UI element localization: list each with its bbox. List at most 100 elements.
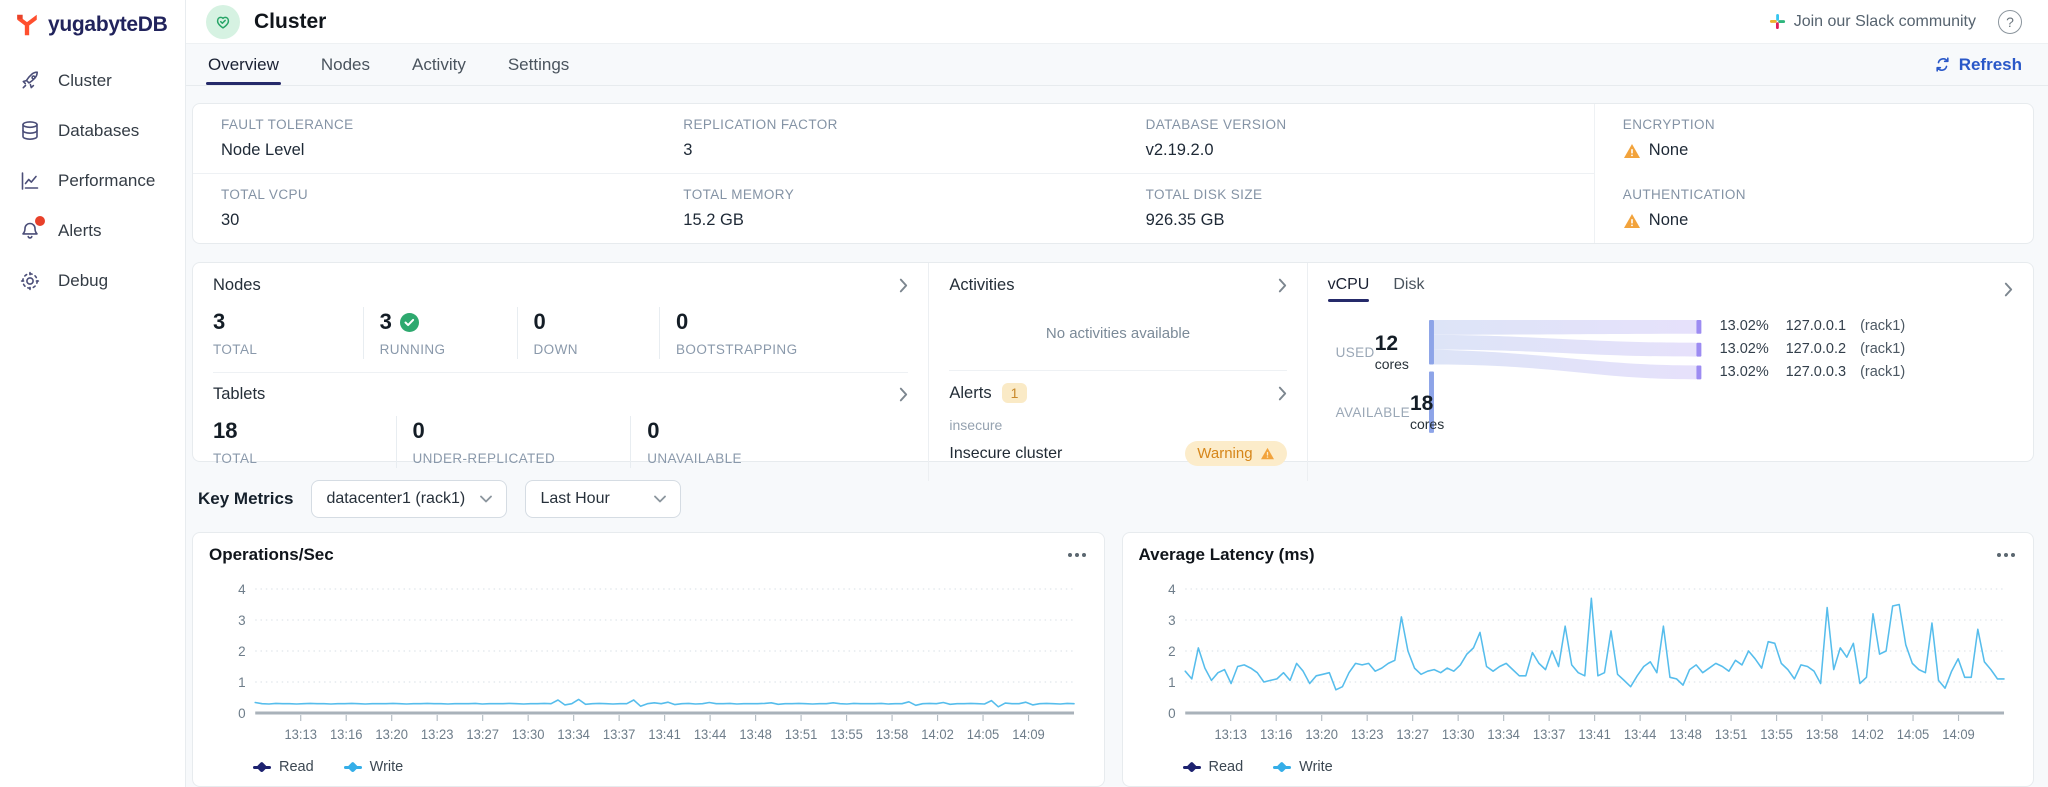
svg-text:13:55: 13:55 (830, 727, 863, 742)
nodes-stat-bootstrapping: 0 BOOTSTRAPPING (659, 307, 908, 359)
sidebar-item-performance[interactable]: Performance (0, 156, 185, 206)
tablets-panel-title: Tablets (213, 385, 266, 403)
svg-text:3: 3 (238, 613, 246, 628)
tab-nodes[interactable]: Nodes (320, 54, 370, 74)
svg-text:13:13: 13:13 (284, 727, 317, 742)
warning-triangle-icon (1623, 213, 1640, 228)
field-value: 3 (683, 141, 693, 159)
svg-text:13:13: 13:13 (1214, 727, 1247, 742)
chart-legend: Read Write (253, 759, 1088, 775)
available-label: AVAILABLE (1335, 404, 1410, 420)
alert-name: Insecure cluster (949, 444, 1063, 462)
region-select[interactable]: datacenter1 (rack1) (311, 480, 508, 518)
write-series-marker (343, 763, 362, 772)
read-series-marker (253, 763, 271, 772)
sidebar-item-debug[interactable]: Debug (0, 256, 185, 306)
used-label: USED (1335, 344, 1375, 360)
more-options-icon[interactable] (1066, 547, 1088, 563)
nodes-tablets-panel: Nodes 3 TOTAL 3 (193, 263, 928, 481)
time-range-select-value: Last Hour (540, 490, 610, 507)
sankey-node-label: 13.02% 127.0.0.2 (rack1) (1719, 341, 1906, 357)
more-options-icon[interactable] (1995, 547, 2017, 563)
svg-text:0: 0 (238, 706, 246, 721)
svg-text:13:23: 13:23 (421, 727, 454, 742)
warning-label: Warning (1197, 445, 1253, 462)
warning-triangle-icon (1260, 447, 1274, 460)
yugabytedb-logo-icon (17, 14, 37, 36)
tablets-stat-total: 18 TOTAL (213, 418, 258, 466)
sankey-node-label: 13.02% 127.0.0.1 (rack1) (1719, 318, 1906, 334)
svg-text:13:34: 13:34 (1487, 727, 1520, 742)
help-icon[interactable]: ? (1998, 9, 2022, 34)
refresh-label: Refresh (1958, 54, 2022, 74)
yugabytedb-logo[interactable]: yugabyteDB (0, 0, 185, 56)
field-label: REPLICATION FACTOR (683, 117, 838, 132)
svg-text:4: 4 (238, 582, 246, 597)
tablets-chevron-right-icon[interactable] (899, 387, 908, 402)
sidebar-item-label: Performance (58, 171, 156, 190)
usage-tab-disk[interactable]: Disk (1393, 276, 1425, 293)
field-total-vcpu: TOTAL VCPU 30 (193, 174, 655, 243)
key-metrics-label: Key Metrics (198, 489, 294, 508)
svg-text:14:09: 14:09 (1012, 727, 1045, 742)
tablets-stat-under-replicated: 0 UNDER-REPLICATED (395, 416, 631, 468)
svg-text:13:30: 13:30 (1441, 727, 1474, 742)
operations-chart-card: Operations/Sec 0 1 2 3 4 13:13 13:16 13:20 13:23… (192, 532, 1105, 787)
warning-status-badge: Warning (1185, 441, 1287, 466)
sidebar-item-alerts[interactable]: Alerts (0, 206, 185, 256)
chevron-down-icon (654, 495, 667, 503)
refresh-button[interactable]: Refresh (1934, 55, 2022, 75)
svg-text:1: 1 (238, 675, 245, 690)
svg-text:13:51: 13:51 (1714, 727, 1747, 742)
chart-title: Operations/Sec (209, 545, 334, 564)
top-header: Cluster Join our Slack community ? (186, 0, 2048, 44)
main-area: Cluster Join our Slack community ? Ove (186, 0, 2048, 787)
svg-text:13:37: 13:37 (1532, 727, 1565, 742)
activities-chevron-right-icon[interactable] (1278, 278, 1287, 293)
svg-text:13:48: 13:48 (739, 727, 772, 742)
nodes-stat-running: 3 RUNNING (362, 307, 517, 359)
usage-chevron-right-icon[interactable] (2004, 282, 2013, 297)
svg-text:0: 0 (1168, 706, 1176, 721)
read-series-marker (1182, 763, 1201, 772)
svg-text:13:41: 13:41 (648, 727, 681, 742)
svg-text:13:20: 13:20 (1305, 727, 1338, 742)
svg-text:4: 4 (1168, 582, 1176, 597)
field-value: v2.19.2.0 (1145, 141, 1214, 159)
activities-empty-text: No activities available (1045, 325, 1191, 342)
usage-tab-vcpu[interactable]: vCPU (1327, 276, 1369, 302)
check-circle-icon (399, 312, 419, 332)
svg-text:14:05: 14:05 (1896, 727, 1929, 742)
sidebar: yugabyteDB Cluster Databases Performance (0, 0, 186, 787)
svg-text:13:23: 13:23 (1350, 727, 1383, 742)
charts-row: Operations/Sec 0 1 2 3 4 13:13 13:16 13:20 13:23… (192, 532, 2034, 787)
nodes-chevron-right-icon[interactable] (899, 278, 908, 293)
refresh-icon (1936, 57, 1949, 72)
field-label: ENCRYPTION (1622, 117, 1716, 132)
time-range-select[interactable]: Last Hour (525, 480, 682, 518)
tab-settings[interactable]: Settings (507, 54, 570, 74)
alerts-chevron-right-icon[interactable] (1278, 386, 1287, 401)
cluster-summary-card: FAULT TOLERANCE Node Level REPLICATION F… (192, 103, 2034, 244)
sidebar-item-databases[interactable]: Databases (0, 106, 185, 156)
status-panels-card: Nodes 3 TOTAL 3 (192, 262, 2034, 481)
svg-text:13:34: 13:34 (557, 727, 590, 742)
svg-text:13:20: 13:20 (375, 727, 408, 742)
svg-text:13:27: 13:27 (1396, 727, 1429, 742)
tab-activity[interactable]: Activity (412, 54, 466, 74)
slack-community-link[interactable]: Join our Slack community (1769, 13, 1976, 31)
alert-list-item[interactable]: Insecure cluster Warning (949, 441, 1287, 466)
svg-text:13:55: 13:55 (1760, 727, 1793, 742)
field-label: FAULT TOLERANCE (221, 117, 354, 132)
alerts-count-badge: 1 (1001, 383, 1028, 403)
svg-text:3: 3 (1168, 613, 1176, 628)
cluster-tabbar: Overview Nodes Activity Settings Refresh (186, 43, 2048, 86)
nodes-stat-down: 0 DOWN (516, 307, 660, 359)
chart-legend: Read Write (1182, 759, 2018, 775)
field-total-disk-size: TOTAL DISK SIZE 926.35 GB (1118, 174, 1594, 243)
chart-title: Average Latency (ms) (1138, 545, 1315, 564)
cluster-health-icon (206, 4, 240, 39)
sidebar-item-cluster[interactable]: Cluster (0, 56, 185, 106)
field-value: 30 (221, 211, 240, 229)
tab-overview[interactable]: Overview (206, 44, 281, 85)
